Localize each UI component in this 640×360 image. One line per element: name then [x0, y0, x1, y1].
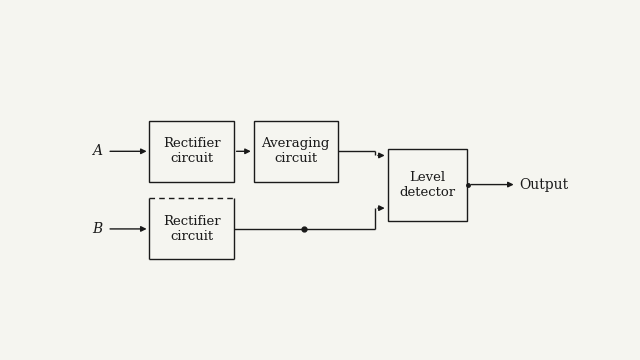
Text: Averaging
circuit: Averaging circuit [262, 137, 330, 165]
Text: Level
detector: Level detector [399, 171, 455, 199]
Text: Output: Output [519, 177, 568, 192]
Bar [150, 121, 234, 182]
Text: Rectifier
circuit: Rectifier circuit [163, 137, 220, 165]
Bar [388, 149, 467, 221]
Text: A: A [92, 144, 102, 158]
Text: B: B [92, 222, 102, 236]
Text: Rectifier
circuit: Rectifier circuit [163, 215, 220, 243]
Bar [253, 121, 338, 182]
